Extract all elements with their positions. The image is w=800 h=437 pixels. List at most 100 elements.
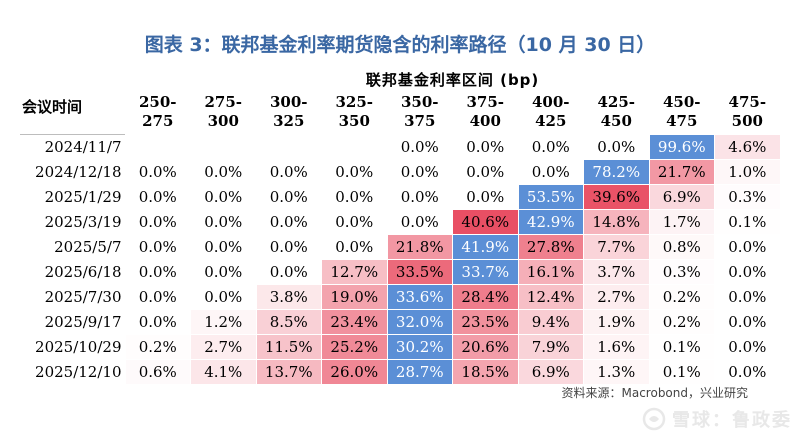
probability-cell: 32.0%: [386, 309, 453, 335]
probability-grid: 联邦基金利率区间 (bp) 会议时间 250- 275 275- 300 300- 325…: [20, 68, 781, 385]
probability-cell: 14.8%: [583, 209, 650, 235]
probability-cell: 0.2%: [648, 309, 715, 335]
probability-cell: 0.0%: [452, 159, 519, 185]
bin-lower: 275-: [204, 93, 243, 111]
bin-header: 400- 425: [518, 90, 584, 135]
table-row: 2025/5/7 0.0% 0.0% 0.0% 0.0% 21.8% 41.9% 27.8% 7…: [20, 234, 781, 260]
probability-cell: [124, 134, 191, 160]
probability-cell: 0.0%: [124, 209, 191, 235]
probability-cell: 39.6%: [583, 184, 650, 210]
probability-cell: 0.0%: [124, 284, 191, 310]
probability-cell: 0.2%: [124, 334, 191, 360]
probability-cell: 12.4%: [517, 284, 584, 310]
probability-cell: 0.0%: [386, 159, 453, 185]
probability-cell: 33.7%: [452, 259, 519, 285]
probability-cell: 0.0%: [517, 159, 584, 185]
probability-cell: 28.7%: [386, 359, 453, 385]
probability-cell: 0.1%: [714, 209, 781, 235]
probability-cell: 0.0%: [255, 159, 322, 185]
probability-cell: 0.0%: [190, 284, 257, 310]
probability-cell: 11.5%: [255, 334, 322, 360]
probability-cell: [255, 134, 322, 160]
probability-cell: 19.0%: [321, 284, 388, 310]
snowball-logo-icon: [642, 407, 666, 431]
probability-cell: 3.8%: [255, 284, 322, 310]
probability-cell: 1.2%: [190, 309, 257, 335]
probability-cell: 0.1%: [648, 334, 715, 360]
table-row: 2025/9/17 0.0% 1.2% 8.5% 23.4% 32.0% 23.5% 9.4%…: [20, 309, 781, 335]
range-header: 联邦基金利率区间 (bp): [365, 70, 540, 89]
bin-header: 425- 450: [584, 90, 650, 135]
probability-cell: 7.7%: [583, 234, 650, 260]
table-row: 2025/7/30 0.0% 0.0% 3.8% 19.0% 33.6% 28.4% 12.4…: [20, 284, 781, 310]
bin-upper: 500: [731, 112, 763, 130]
meeting-header: 会议时间: [22, 98, 83, 116]
probability-cell: 0.0%: [255, 184, 322, 210]
probability-cell: 99.6%: [648, 134, 715, 160]
bin-header: 450- 475: [649, 90, 715, 135]
header-spacer: [20, 68, 125, 90]
meeting-date: 2025/10/29: [35, 338, 122, 356]
probability-cell: 16.1%: [517, 259, 584, 285]
probability-cell: 0.0%: [321, 184, 388, 210]
bin-header: 375- 400: [453, 90, 519, 135]
probability-cell: 33.5%: [386, 259, 453, 285]
probability-cell: 0.0%: [452, 134, 519, 160]
probability-cell: 0.0%: [190, 159, 257, 185]
probability-cell: 30.2%: [386, 334, 453, 360]
probability-cell: 0.1%: [648, 359, 715, 385]
probability-cell: 3.7%: [583, 259, 650, 285]
probability-cell: 0.0%: [714, 259, 781, 285]
probability-cell: [321, 134, 388, 160]
meeting-date: 2025/7/30: [44, 288, 122, 306]
bin-header: 350- 375: [387, 90, 453, 135]
meeting-date: 2025/6/18: [44, 263, 122, 281]
meeting-date: 2024/11/7: [44, 138, 122, 157]
table-row: 2025/3/19 0.0% 0.0% 0.0% 0.0% 0.0% 40.6% 42.9% 1…: [20, 209, 781, 235]
bin-lower: 325-: [335, 93, 374, 111]
probability-cell: 0.0%: [321, 234, 388, 260]
table-row: 2024/12/18 0.0% 0.0% 0.0% 0.0% 0.0% 0.0% 0.0% 78…: [20, 159, 781, 185]
probability-cell: 23.4%: [321, 309, 388, 335]
probability-cell: 0.0%: [321, 159, 388, 185]
bin-lower: 425-: [597, 93, 636, 111]
bin-header: 250- 275: [125, 90, 191, 135]
probability-cell: 7.9%: [517, 334, 584, 360]
probability-cell: 0.0%: [714, 334, 781, 360]
probability-cell: 0.0%: [452, 184, 519, 210]
probability-cell: 0.0%: [255, 259, 322, 285]
probability-cell: 6.9%: [517, 359, 584, 385]
probability-cell: 0.0%: [714, 309, 781, 335]
bin-lower: 375-: [466, 93, 505, 111]
rate-probability-table: 联邦基金利率区间 (bp) 会议时间 250- 275 275- 300 300- 325…: [20, 68, 781, 385]
table-row: 2025/6/18 0.0% 0.0% 0.0% 12.7% 33.5% 33.7% 16.1…: [20, 259, 781, 285]
probability-cell: 26.0%: [321, 359, 388, 385]
probability-cell: 12.7%: [321, 259, 388, 285]
probability-cell: 0.3%: [714, 184, 781, 210]
probability-cell: 4.6%: [714, 134, 781, 160]
probability-cell: 0.0%: [714, 234, 781, 260]
probability-cell: 0.0%: [255, 234, 322, 260]
bin-lower: 475-: [728, 93, 767, 111]
probability-cell: 0.0%: [190, 184, 257, 210]
probability-cell: 0.0%: [190, 209, 257, 235]
watermark: 雪球：鲁政委: [642, 406, 792, 432]
bin-upper: 275: [142, 112, 174, 130]
probability-cell: 0.0%: [124, 159, 191, 185]
probability-cell: 2.7%: [583, 284, 650, 310]
probability-cell: 0.0%: [517, 134, 584, 160]
probability-cell: 9.4%: [517, 309, 584, 335]
probability-cell: 0.0%: [124, 184, 191, 210]
probability-cell: 23.5%: [452, 309, 519, 335]
probability-cell: 1.3%: [583, 359, 650, 385]
probability-cell: 78.2%: [583, 159, 650, 185]
bin-lower: 400-: [531, 93, 570, 111]
probability-cell: 13.7%: [255, 359, 322, 385]
probability-cell: 4.1%: [190, 359, 257, 385]
probability-cell: 20.6%: [452, 334, 519, 360]
probability-cell: 8.5%: [255, 309, 322, 335]
bin-lower: 250-: [138, 93, 177, 111]
source-note: 资料来源：Macrobond，兴业研究: [561, 386, 749, 400]
probability-cell: 42.9%: [517, 209, 584, 235]
meeting-date: 2024/12/18: [35, 163, 122, 181]
